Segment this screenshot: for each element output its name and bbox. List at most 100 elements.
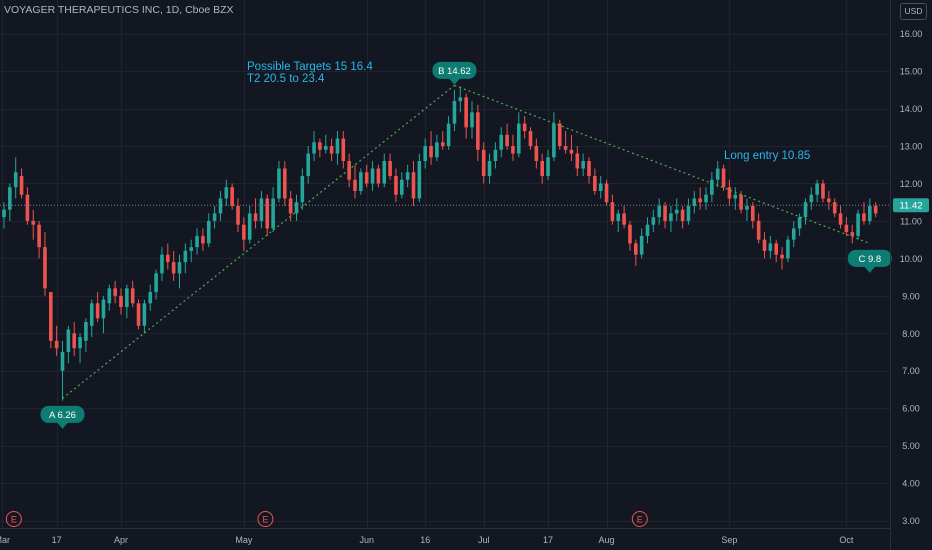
candle bbox=[464, 93, 468, 139]
candle bbox=[119, 288, 123, 315]
candle-body bbox=[335, 138, 340, 154]
candle-body bbox=[552, 123, 556, 158]
candle bbox=[236, 198, 240, 233]
candle-body bbox=[201, 235, 205, 244]
candle bbox=[329, 138, 334, 162]
candle-body bbox=[868, 205, 872, 221]
time-axis[interactable]: Mar 17 Apr May Jun 16 Jul 17 Aug Sep Oct bbox=[0, 535, 854, 545]
candle-body bbox=[359, 172, 363, 191]
candle-body bbox=[470, 112, 474, 128]
candle bbox=[25, 187, 30, 225]
candle bbox=[727, 179, 732, 206]
time-tick-label: May bbox=[235, 535, 253, 545]
candle-body bbox=[405, 172, 410, 180]
candle bbox=[224, 179, 229, 206]
candle bbox=[856, 209, 860, 240]
candle-body bbox=[575, 153, 580, 169]
candle-body bbox=[862, 213, 866, 221]
pattern-labels[interactable]: A 6.26 B 14.62 C 9.8 bbox=[40, 61, 892, 429]
price-axis[interactable]: 3.00 4.00 5.00 6.00 7.00 8.00 9.00 10.00 11.00 12… bbox=[900, 29, 923, 526]
candle-body bbox=[312, 142, 316, 154]
candle-body bbox=[458, 97, 463, 102]
price-tick-label: 10.00 bbox=[900, 254, 923, 264]
earnings-circle bbox=[257, 511, 274, 527]
candle-body bbox=[288, 198, 293, 214]
candle bbox=[101, 295, 106, 334]
candle bbox=[476, 104, 480, 162]
candle-body bbox=[540, 161, 544, 176]
candle bbox=[458, 86, 463, 113]
candle bbox=[487, 153, 492, 184]
candle bbox=[797, 213, 802, 236]
candle bbox=[862, 202, 866, 225]
candles-layer bbox=[2, 86, 878, 401]
price-tick-label: 5.00 bbox=[902, 441, 920, 451]
candle bbox=[780, 247, 784, 270]
candle-body bbox=[815, 183, 819, 195]
candle-body bbox=[715, 168, 720, 180]
candle-body bbox=[136, 303, 141, 326]
candle bbox=[388, 153, 392, 180]
candle bbox=[312, 131, 316, 162]
candle-body bbox=[476, 112, 480, 150]
candle bbox=[300, 168, 305, 210]
candle-body bbox=[557, 123, 562, 147]
candle bbox=[359, 168, 363, 195]
candle bbox=[8, 183, 12, 221]
targets-annotation-line1: Possible Targets 15 16.4 bbox=[247, 61, 373, 73]
candle-body bbox=[283, 168, 287, 199]
candle-body bbox=[148, 292, 153, 304]
candle bbox=[481, 142, 486, 184]
candle bbox=[546, 149, 550, 180]
label-pointer bbox=[863, 265, 876, 273]
candle bbox=[680, 205, 685, 229]
long-entry-annotation: Long entry 10.85 bbox=[724, 150, 811, 162]
candle bbox=[540, 153, 544, 184]
candle-body bbox=[827, 198, 831, 203]
candle bbox=[452, 89, 457, 132]
candle bbox=[60, 340, 65, 401]
candle bbox=[569, 134, 574, 162]
candle-body bbox=[189, 247, 193, 251]
candle-body bbox=[809, 194, 814, 203]
candle bbox=[552, 112, 556, 162]
pattern-label-c: C 9.8 bbox=[847, 249, 892, 273]
candle bbox=[265, 194, 270, 236]
candle bbox=[417, 153, 422, 203]
candle-body bbox=[347, 161, 351, 180]
time-tick-label: Oct bbox=[839, 535, 854, 545]
candle-body bbox=[183, 250, 188, 263]
candle bbox=[517, 112, 521, 158]
time-tick-label: Sep bbox=[721, 535, 737, 545]
candle bbox=[2, 202, 6, 229]
candle bbox=[815, 179, 819, 203]
candle bbox=[522, 116, 527, 139]
candle-body bbox=[452, 101, 457, 124]
price-tick-label: 7.00 bbox=[902, 366, 920, 376]
candle bbox=[692, 190, 697, 214]
candle-body bbox=[78, 337, 82, 349]
abc-pattern-lines bbox=[62, 84, 871, 399]
candle-body bbox=[236, 205, 240, 225]
price-tick-label: 6.00 bbox=[902, 404, 920, 414]
candle-body bbox=[645, 224, 650, 236]
candle-body bbox=[692, 198, 697, 206]
earnings-circle bbox=[631, 511, 648, 527]
candle bbox=[440, 131, 445, 150]
candle bbox=[247, 205, 252, 244]
last-price-label: 11.42 bbox=[893, 198, 929, 213]
candle-body bbox=[604, 183, 609, 203]
candle bbox=[318, 138, 322, 158]
candle-body bbox=[598, 183, 603, 191]
candle bbox=[95, 292, 100, 323]
candle-body bbox=[581, 161, 585, 169]
currency-badge[interactable]: USD bbox=[900, 3, 927, 20]
price-tick-label: 3.00 bbox=[902, 516, 920, 526]
candle-body bbox=[698, 198, 702, 203]
candle-body bbox=[481, 149, 486, 176]
candle-body bbox=[142, 303, 147, 326]
symbol-title[interactable]: VOYAGER THERAPEUTICS INC, 1D, Cboe BZX bbox=[4, 4, 234, 16]
